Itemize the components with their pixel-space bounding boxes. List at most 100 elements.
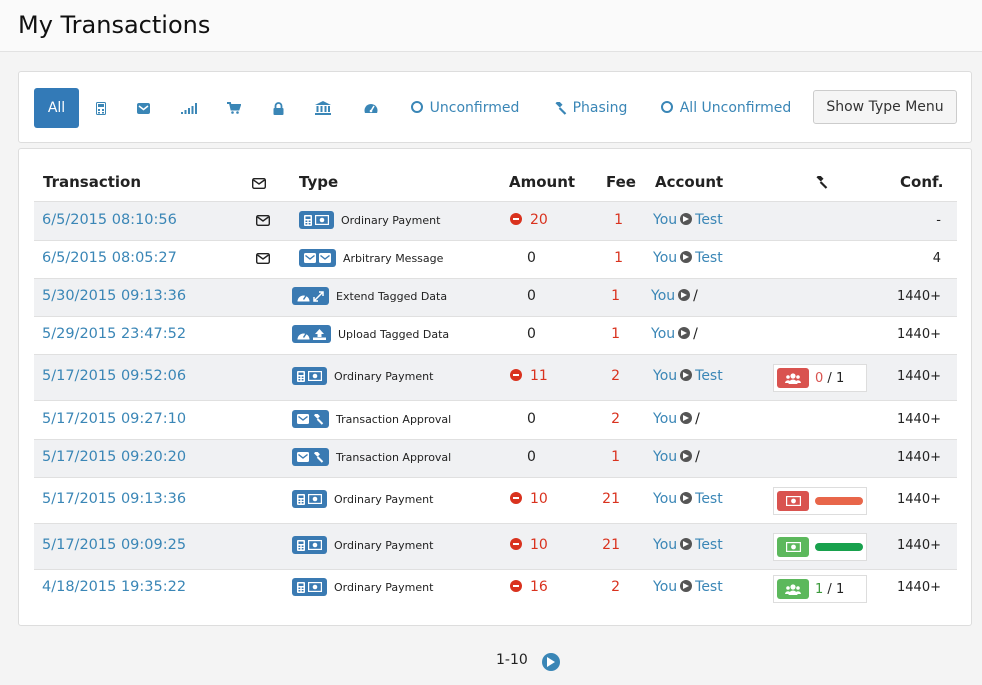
type-label: Transaction Approval <box>336 450 452 464</box>
phasing-status[interactable] <box>773 487 867 515</box>
transactions-table: Transaction Type Amount Fee Account Conf… <box>18 148 972 626</box>
recipient-account-link[interactable]: Test <box>695 491 723 507</box>
sender-account-link[interactable]: You <box>653 449 678 465</box>
recipient-account-link[interactable]: Test <box>695 537 723 553</box>
phasing-status[interactable]: 0 / 1 <box>773 364 867 392</box>
arrow-right-icon <box>680 450 693 462</box>
circle-icon <box>660 101 673 113</box>
table-row[interactable]: 5/29/2015 23:47:52 Upload Tagged Data 0 1 Yo… <box>34 316 957 354</box>
phasing-status[interactable] <box>773 533 867 561</box>
filter-monetary-system-button[interactable] <box>312 88 334 128</box>
table-row[interactable]: 5/17/2015 09:52:06 Ordinary Payment 11 2 You… <box>34 354 957 400</box>
fee-value: 1 <box>614 250 623 266</box>
phasing-vote-count: 1 <box>815 581 824 597</box>
header-fee: Fee <box>606 173 636 191</box>
amount-value: 10 <box>510 491 570 507</box>
sender-account-link[interactable]: You <box>653 491 678 507</box>
transaction-date-link[interactable]: 5/17/2015 09:20:20 <box>42 449 187 465</box>
table-row[interactable]: 5/30/2015 09:13:36 Extend Tagged Data 0 1 Yo… <box>34 278 957 316</box>
recipient-account-link[interactable]: / <box>693 288 698 304</box>
fee-value: 1 <box>611 326 620 342</box>
recipient-account-link[interactable]: / <box>695 449 700 465</box>
sender-account-link[interactable]: You <box>653 411 678 427</box>
table-row[interactable]: 6/5/2015 08:10:56 Ordinary Payment 20 1 You T… <box>34 201 957 240</box>
envelope-icon <box>304 253 316 263</box>
transaction-type: Ordinary Payment <box>299 211 440 229</box>
sender-account-link[interactable]: You <box>653 537 678 553</box>
sender-account-link[interactable]: You <box>651 288 676 304</box>
table-row[interactable]: 5/17/2015 09:09:25 Ordinary Payment 10 21 Yo… <box>34 523 957 569</box>
pagination-range: 1-10 <box>496 652 528 668</box>
table-row[interactable]: 5/17/2015 09:27:10 Transaction Approval 0 2… <box>34 400 957 439</box>
users-icon <box>785 372 801 384</box>
phasing-badge <box>777 368 809 388</box>
message-envelope-icon[interactable] <box>255 252 271 268</box>
fee-value: 2 <box>611 368 620 384</box>
account-cell: You / <box>651 326 698 342</box>
confirmations-value: 1440+ <box>897 492 941 507</box>
filter-phasing-label: Phasing <box>572 100 628 116</box>
filter-payment-button[interactable] <box>91 88 111 128</box>
type-label: Ordinary Payment <box>334 580 434 594</box>
recipient-account-link[interactable]: / <box>695 411 700 427</box>
account-cell: You Test <box>653 250 723 266</box>
filter-all-unconfirmed-button[interactable]: All Unconfirmed <box>659 88 793 128</box>
filter-marketplace-button[interactable] <box>224 88 244 128</box>
sender-account-link[interactable]: You <box>653 250 678 266</box>
filter-data-button[interactable] <box>361 88 381 128</box>
filter-account-control-button[interactable] <box>268 88 288 128</box>
envelope-icon <box>297 414 309 424</box>
arrow-right-icon <box>680 412 693 424</box>
sender-account-link[interactable]: You <box>653 579 678 595</box>
money-icon <box>308 494 322 504</box>
transaction-date-link[interactable]: 5/29/2015 23:47:52 <box>42 326 187 342</box>
phasing-status[interactable]: 1 / 1 <box>773 575 867 603</box>
confirmations-value: 1440+ <box>897 580 941 595</box>
amount-text: 11 <box>530 368 548 384</box>
transaction-type: Ordinary Payment <box>292 490 433 508</box>
circle-icon <box>410 101 423 113</box>
sender-account-link[interactable]: You <box>653 212 678 228</box>
type-label: Ordinary Payment <box>334 538 434 552</box>
transaction-date-link[interactable]: 5/30/2015 09:13:36 <box>42 288 187 304</box>
transaction-date-link[interactable]: 5/17/2015 09:13:36 <box>42 491 187 507</box>
transaction-date-link[interactable]: 6/5/2015 08:05:27 <box>42 250 177 266</box>
table-row[interactable]: 5/17/2015 09:20:20 Transaction Approval 0 1… <box>34 439 957 477</box>
sender-account-link[interactable]: You <box>653 368 678 384</box>
arrow-right-icon <box>678 289 691 301</box>
transaction-date-link[interactable]: 5/17/2015 09:52:06 <box>42 368 187 384</box>
type-label: Transaction Approval <box>336 412 452 426</box>
transaction-date-link[interactable]: 5/17/2015 09:27:10 <box>42 411 187 427</box>
recipient-account-link[interactable]: Test <box>695 250 723 266</box>
filter-phasing-button[interactable]: Phasing <box>550 88 630 128</box>
filter-asset-exchange-button[interactable] <box>177 88 201 128</box>
recipient-account-link[interactable]: Test <box>695 579 723 595</box>
filter-unconfirmed-button[interactable]: Unconfirmed <box>409 88 521 128</box>
fee-value: 1 <box>614 212 623 228</box>
filter-all-button[interactable]: All <box>34 88 79 128</box>
transaction-date-link[interactable]: 5/17/2015 09:09:25 <box>42 537 187 553</box>
transaction-type: Extend Tagged Data <box>292 287 447 305</box>
phasing-progress-bar <box>815 497 863 505</box>
amount-value: 0 <box>527 326 587 342</box>
gavel-icon <box>816 174 828 189</box>
recipient-account-link[interactable]: / <box>693 326 698 342</box>
recipient-account-link[interactable]: Test <box>695 368 723 384</box>
money-icon <box>308 582 322 592</box>
show-type-menu-button[interactable]: Show Type Menu <box>813 90 957 124</box>
table-row[interactable]: 6/5/2015 08:05:27 Arbitrary Message 0 1 You T… <box>34 240 957 278</box>
phasing-progress-bar <box>815 543 863 551</box>
sender-account-link[interactable]: You <box>651 326 676 342</box>
confirmations-value: 1440+ <box>897 450 941 465</box>
lock-icon <box>273 101 283 115</box>
recipient-account-link[interactable]: Test <box>695 212 723 228</box>
filter-messaging-button[interactable] <box>133 88 153 128</box>
transaction-date-link[interactable]: 6/5/2015 08:10:56 <box>42 212 177 228</box>
table-row[interactable]: 4/18/2015 19:35:22 Ordinary Payment 16 2 You… <box>34 569 957 607</box>
message-envelope-icon[interactable] <box>255 214 271 230</box>
next-page-icon[interactable] <box>542 653 560 671</box>
page-header: My Transactions <box>0 0 982 52</box>
transaction-date-link[interactable]: 4/18/2015 19:35:22 <box>42 579 187 595</box>
cart-icon <box>227 102 242 114</box>
table-row[interactable]: 5/17/2015 09:13:36 Ordinary Payment 10 21 Yo… <box>34 477 957 523</box>
